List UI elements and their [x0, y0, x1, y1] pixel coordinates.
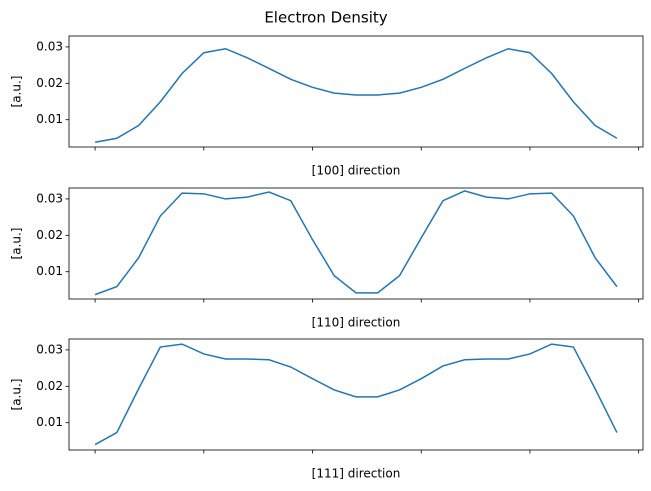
y-tick-label: 0.03 [36, 39, 63, 53]
data-line [94, 47, 618, 144]
axes-frame [68, 187, 644, 300]
x-axis-label: [100] direction [312, 164, 401, 178]
figure-title: Electron Density [264, 9, 387, 27]
data-line [94, 190, 618, 296]
y-tick-label: 0.02 [36, 379, 63, 393]
y-tick-label: 0.01 [36, 415, 63, 429]
y-tick-label: 0.03 [36, 342, 63, 356]
y-tick-label: 0.01 [36, 112, 63, 126]
y-axis-label: [a.u.] [10, 379, 24, 411]
axes-frame [68, 35, 644, 148]
x-axis-label: [110] direction [312, 316, 401, 330]
x-axis-label: [111] direction [312, 467, 401, 481]
y-tick-label: 0.01 [36, 264, 63, 278]
y-tick-label: 0.03 [36, 191, 63, 205]
data-line [94, 343, 618, 446]
axes-frame [68, 338, 644, 451]
y-axis-label: [a.u.] [10, 76, 24, 108]
y-axis-label: [a.u.] [10, 228, 24, 260]
y-tick-label: 0.02 [36, 228, 63, 242]
y-tick-label: 0.02 [36, 76, 63, 90]
